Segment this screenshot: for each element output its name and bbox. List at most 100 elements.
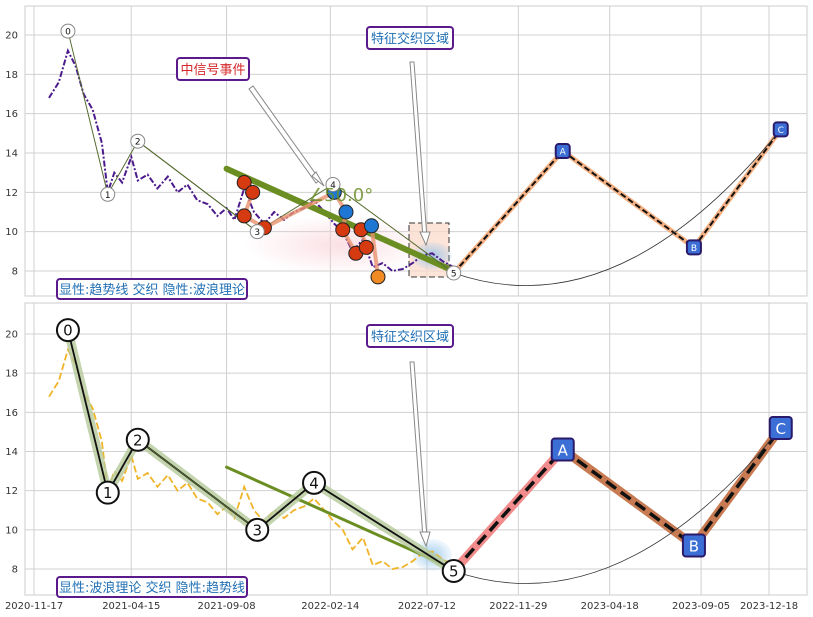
wave-label-text: 1 [105,191,111,201]
wave-label-circle [55,318,80,343]
wave-label-2: 2 [125,427,150,452]
wave-label-3: 3 [249,224,265,240]
y-tick-label: 10 [5,227,18,238]
wave-label-circle [446,265,462,281]
wave-label-text: C [778,126,784,136]
projection-arc [453,427,782,584]
projection-line [693,128,782,248]
feature-zone-label: 特征交织区域 [371,31,449,47]
x-tick-label: 2021-04-15 [102,601,160,612]
bottom-trend-lines [63,329,457,575]
wave-label-circle [125,427,150,452]
bottom-feature-zone-label: 特征交织区域 [371,329,449,345]
x-tick-label: 2023-12-18 [740,601,798,612]
projection-line [452,150,564,274]
wave-label-text: 1 [103,484,113,502]
top-projection [451,126,784,286]
wave-label-a: A [550,437,575,462]
wave-label-text: 0 [63,322,73,340]
wave-label-2: 2 [130,133,146,149]
y-tick-label: 14 [5,149,18,160]
wave-label-c: C [768,416,793,440]
wave-label-3: 3 [245,517,270,542]
wave-label-text: 2 [133,431,143,449]
y-tick-label: 20 [5,330,18,341]
wave-label-text: 5 [449,562,459,580]
wave-label-text: 4 [330,181,336,191]
y-tick-label: 8 [12,565,18,576]
signal-marker [370,269,386,285]
bottom-legend-text: 显性:波浪理论 交织 隐性:趋势线 [59,580,245,596]
wave-label-box [685,239,702,256]
wave-label-a: A [554,143,571,160]
wave-label-1: 1 [95,480,120,505]
wave-label-4: 4 [325,176,341,192]
bottom-legend: 显性:波浪理论 交织 隐性:趋势线 [56,576,248,598]
wave-label-box [768,416,793,440]
wave-label-circle [60,23,76,39]
y-tick-label: 16 [5,109,18,120]
wave-label-text: A [558,442,569,460]
wave-label-box [772,121,789,138]
wave-label-circle [245,517,270,542]
feature-zone-callout: 特征交织区域 [366,26,454,247]
y-tick-label: 12 [5,188,18,199]
bottom-wave-labels: 0 1 2 3 4 5 A B C [55,318,793,583]
y-tick-label: 10 [5,525,18,536]
x-tick-label: 2022-11-29 [489,601,547,612]
wave-label-b: B [681,533,706,558]
wave-label-circle [325,176,341,192]
wave-label-0: 0 [60,23,76,39]
wave-label-text: 5 [451,269,457,279]
wave-label-text: 4 [309,474,319,492]
signal-marker [358,239,374,255]
y-tick-label: 18 [5,369,18,380]
wave-label-c: C [772,121,789,138]
wave-label-0: 0 [55,318,80,343]
y-tick-label: 16 [5,408,18,419]
wave-label-5: 5 [441,558,466,583]
wave-label-circle [100,186,116,202]
top-signal-markers [236,175,386,285]
wave-label-4: 4 [302,470,327,495]
signal-marker [335,222,351,238]
wave-label-circle [302,470,327,495]
projection-line [452,448,565,573]
wave-label-text: 3 [252,521,262,539]
bottom-y-tick-labels: 8 10 12 14 16 18 20 [5,330,18,576]
wave-label-b: B [685,239,702,256]
wave-label-text: 2 [135,138,141,148]
trend-line-secondary [137,439,258,531]
wave-label-circle [249,224,265,240]
x-tick-label: 2023-04-18 [581,601,639,612]
wave-label-5: 5 [446,265,462,281]
projection-line [561,448,695,547]
wave-label-circle [130,133,146,149]
wave-label-1: 1 [100,186,116,202]
x-tick-labels: 2020-11-17 2021-04-15 2021-09-08 2022-02-14… [5,601,798,612]
signal-event-halo [245,215,435,275]
wave-label-text: B [691,244,697,254]
wave-label-circle [441,558,466,583]
wave-label-text: C [776,420,786,438]
wave-label-circle [95,480,120,505]
signal-event-label: 中信号事件 [180,63,245,78]
signal-marker [236,208,252,224]
bottom-feature-zone-callout: 特征交织区域 [366,324,454,548]
angle-label: ∠50.0° [308,185,373,206]
signal-event-callout: 中信号事件 [176,57,325,187]
wave-label-box [681,533,706,558]
top-wave-labels: 0 1 2 3 4 5 A B C [60,23,789,281]
wave-label-text: B [689,538,699,556]
top-y-tick-labels: 8 10 12 14 16 18 20 [5,31,18,278]
wave-label-box [550,437,575,462]
top-price-series [48,47,455,273]
wave-label-text: A [560,148,567,158]
top-legend: 显性:趋势线 交织 隐性:波浪理论 [56,278,248,300]
y-tick-label: 18 [5,70,18,81]
top-legend-text: 显性:趋势线 交织 隐性:波浪理论 [59,282,245,298]
y-tick-label: 12 [5,486,18,497]
